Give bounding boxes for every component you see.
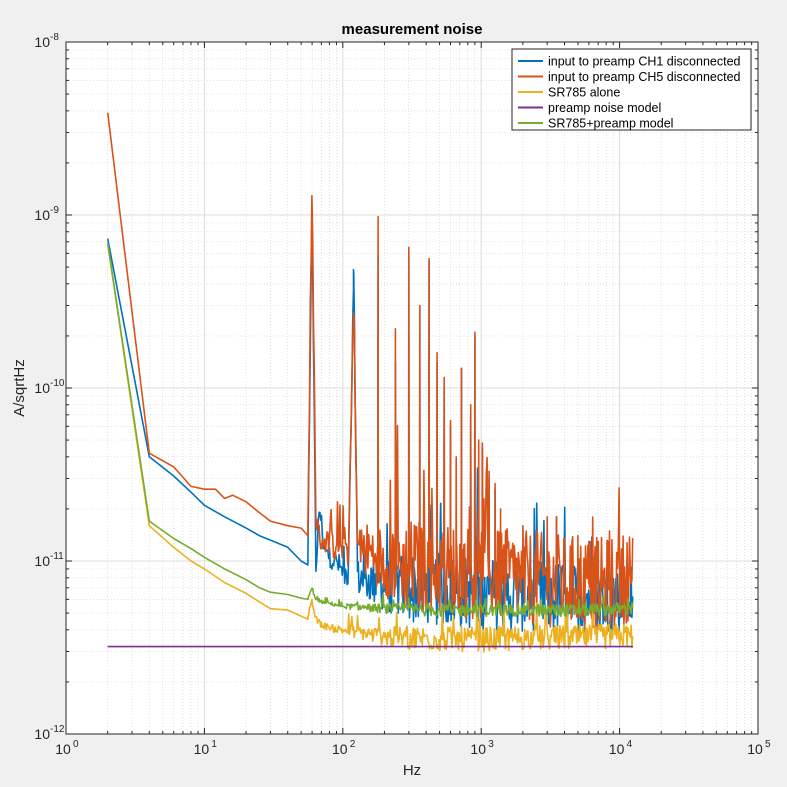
y-tick-exponent: -8 — [50, 32, 59, 43]
y-tick-label: 10 -11 — [34, 551, 64, 569]
x-tick-label: 10 2 — [332, 739, 356, 757]
y-tick-label: 10 -12 — [34, 724, 64, 742]
x-tick-exponent: 4 — [627, 739, 633, 750]
plot-lines — [106, 112, 634, 653]
legend-entry: preamp noise model — [548, 101, 661, 115]
legend-entry: input to preamp CH5 disconnected — [548, 70, 741, 84]
y-tick-label: 10 -10 — [34, 378, 64, 396]
tick-marks — [65, 41, 759, 735]
x-tick-exponent: 0 — [73, 739, 79, 750]
x-tick-base: 10 — [747, 741, 763, 757]
legend-entry: SR785+preamp model — [548, 117, 673, 131]
x-tick-label: 10 0 — [55, 739, 79, 757]
legend-entry: SR785 alone — [548, 86, 620, 100]
x-tick-base: 10 — [194, 741, 210, 757]
y-tick-label: 10 -9 — [34, 205, 59, 223]
y-tick-base: 10 — [34, 207, 50, 223]
series-line-input-to-preamp-ch5-disconnected — [106, 112, 634, 631]
x-tick-label: 10 5 — [747, 739, 771, 757]
x-axis-label: Hz — [403, 762, 421, 779]
y-tick-exponent: -12 — [50, 724, 65, 735]
x-tick-exponent: 3 — [488, 739, 494, 750]
y-tick-base: 10 — [34, 34, 50, 50]
chart-title: measurement noise — [342, 21, 483, 38]
x-tick-base: 10 — [332, 741, 348, 757]
x-tick-labels: 10 0 10 1 10 2 10 3 10 4 10 5 — [55, 739, 771, 757]
x-tick-base: 10 — [609, 741, 625, 757]
y-tick-exponent: -10 — [50, 378, 65, 389]
x-tick-base: 10 — [55, 741, 71, 757]
x-tick-label: 10 4 — [609, 739, 633, 757]
y-tick-base: 10 — [34, 726, 50, 742]
y-tick-exponent: -9 — [50, 205, 59, 216]
x-tick-exponent: 2 — [350, 739, 356, 750]
legend-entry: input to preamp CH1 disconnected — [548, 55, 741, 69]
legend-box — [511, 48, 752, 131]
y-axis-label: A/sqrtHz — [11, 359, 28, 417]
y-tick-exponent: -11 — [50, 551, 64, 562]
y-tick-base: 10 — [34, 380, 50, 396]
series-line-sr785-preamp-model — [106, 242, 634, 618]
x-tick-exponent: 1 — [211, 739, 217, 750]
series-line-sr785-alone — [106, 243, 634, 653]
x-tick-label: 10 3 — [470, 739, 494, 757]
x-tick-label: 10 1 — [194, 739, 218, 757]
x-tick-base: 10 — [470, 741, 486, 757]
y-tick-label: 10 -8 — [34, 32, 59, 50]
x-tick-exponent: 5 — [765, 739, 771, 750]
y-tick-base: 10 — [34, 553, 50, 569]
